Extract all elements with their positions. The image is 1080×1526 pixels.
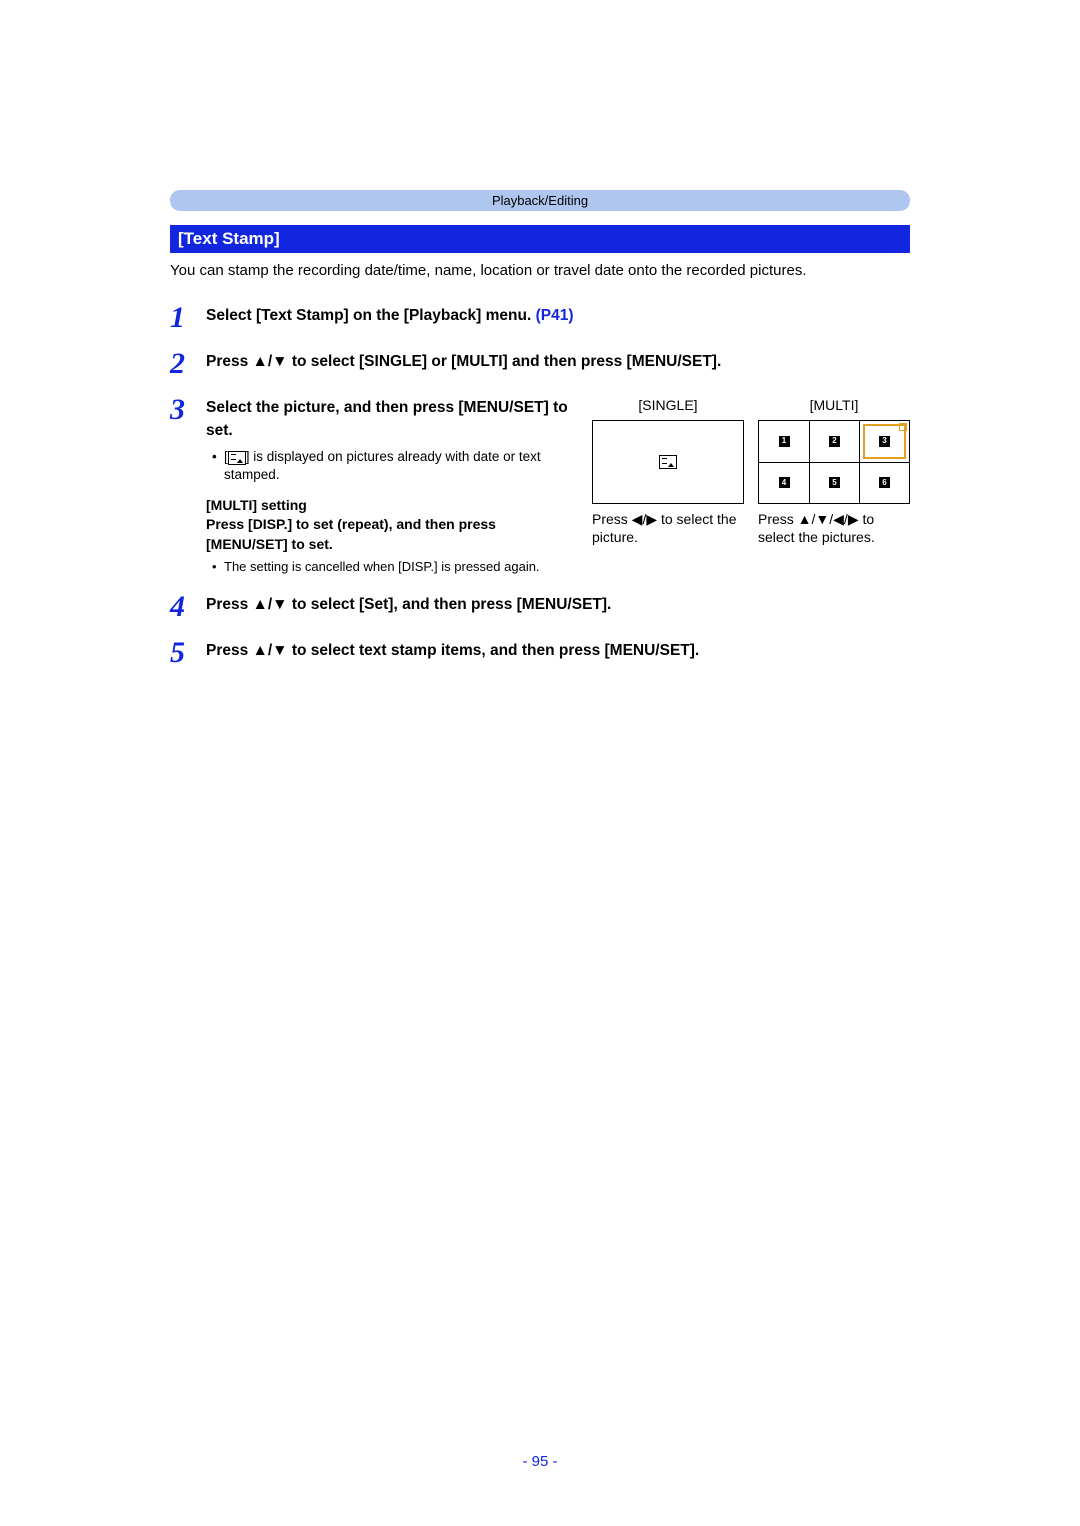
multi-setting-text: Press [DISP.] to set (repeat), and then … — [206, 515, 576, 554]
figure-single-box — [592, 420, 744, 504]
thumbnail-number: 6 — [879, 477, 890, 488]
step-1-title: Select [Text Stamp] on the [Playback] me… — [206, 307, 536, 324]
step-2: 2 Press ▲/▼ to select [SINGLE] or [MULTI… — [170, 351, 910, 379]
bullet-icon: • — [212, 448, 224, 484]
selection-tick-icon — [899, 423, 907, 431]
thumbnail-cell: 1 — [759, 421, 809, 462]
thumbnail-number: 2 — [829, 436, 840, 447]
step-3-title: Select the picture, and then press [MENU… — [206, 397, 576, 442]
thumbnail-number: 4 — [779, 477, 790, 488]
page-number: - 95 - — [0, 1453, 1080, 1470]
step-number: 1 — [170, 303, 206, 333]
step-5: 5 Press ▲/▼ to select text stamp items, … — [170, 640, 910, 668]
thumbnail-cell: 5 — [809, 462, 859, 503]
figure-multi-caption: Press ▲/▼/◀/▶ to select the pictures. — [758, 510, 910, 548]
step-5-title: Press ▲/▼ to select text stamp items, an… — [206, 642, 699, 659]
step-4: 4 Press ▲/▼ to select [Set], and then pr… — [170, 594, 910, 622]
stamp-icon — [659, 455, 677, 469]
breadcrumb: Playback/Editing — [170, 190, 910, 211]
step-number: 5 — [170, 638, 206, 668]
figure-multi-label: [MULTI] — [758, 395, 910, 415]
multi-setting-heading: [MULTI] setting — [206, 495, 576, 515]
bullet-icon: • — [212, 558, 224, 576]
step-number: 2 — [170, 349, 206, 379]
step-number: 4 — [170, 592, 206, 622]
step-1: 1 Select [Text Stamp] on the [Playback] … — [170, 305, 910, 333]
figure-multi-box: 1 2 3 4 5 6 — [758, 420, 910, 504]
page-link-p41[interactable]: (P41) — [536, 307, 574, 324]
figure-single-caption: Press ◀/▶ to select the picture. — [592, 510, 744, 548]
figure-multi: [MULTI] 1 2 3 4 5 6 Press ▲/▼/◀/▶ to select t… — [758, 395, 910, 575]
stamp-icon — [228, 451, 246, 465]
step-number: 3 — [170, 395, 206, 425]
thumbnail-cell: 2 — [809, 421, 859, 462]
section-title: [Text Stamp] — [170, 225, 910, 253]
thumbnail-number: 5 — [829, 477, 840, 488]
thumbnail-cell: 6 — [859, 462, 909, 503]
thumbnail-cell: 4 — [759, 462, 809, 503]
thumbnail-number: 1 — [779, 436, 790, 447]
step-2-title: Press ▲/▼ to select [SINGLE] or [MULTI] … — [206, 353, 721, 370]
step-4-title: Press ▲/▼ to select [Set], and then pres… — [206, 596, 611, 613]
intro-text: You can stamp the recording date/time, n… — [170, 261, 910, 281]
figure-single: [SINGLE] Press ◀/▶ to select the picture… — [592, 395, 744, 575]
figure-single-label: [SINGLE] — [592, 395, 744, 415]
figures: [SINGLE] Press ◀/▶ to select the picture… — [592, 395, 910, 575]
step-3-bullet: [] is displayed on pictures already with… — [224, 448, 576, 484]
multi-setting-note: The setting is cancelled when [DISP.] is… — [224, 558, 540, 576]
step-3: 3 Select the picture, and then press [ME… — [170, 397, 910, 575]
thumbnail-cell: 3 — [859, 421, 909, 462]
